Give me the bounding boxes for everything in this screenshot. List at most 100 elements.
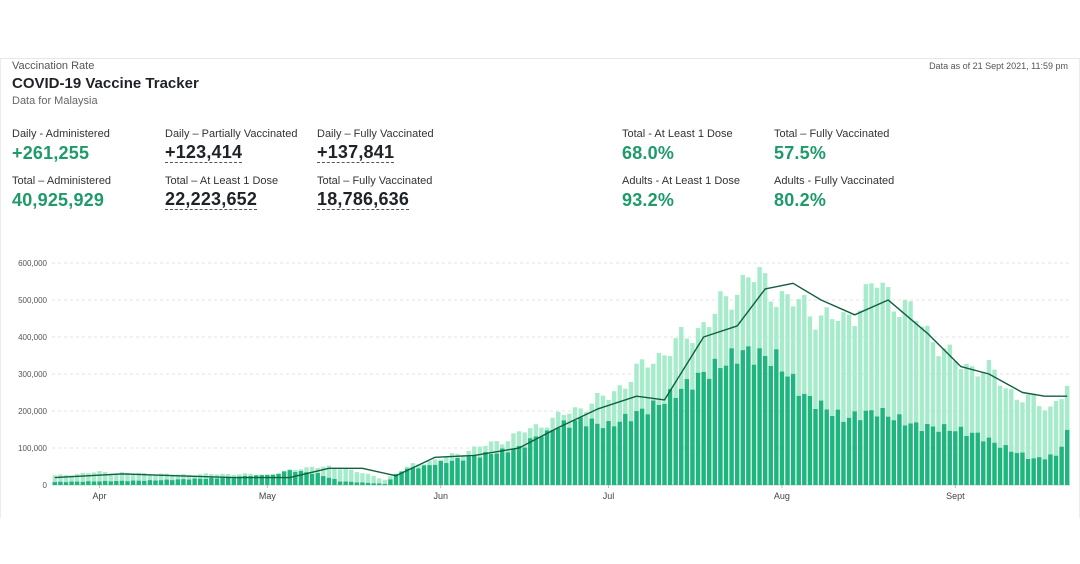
bar-second-dose bbox=[813, 408, 818, 485]
chart-bars[interactable] bbox=[52, 267, 1070, 485]
bar-second-dose bbox=[63, 482, 69, 485]
bar-second-dose bbox=[880, 407, 885, 485]
bar-second-dose bbox=[337, 481, 343, 485]
vaccination-chart[interactable]: 0 100,000 200,000 300,000 400,000 500,000 600,… bbox=[0, 250, 1080, 515]
bar-total-doses bbox=[63, 475, 69, 485]
bar-total-doses bbox=[930, 342, 936, 485]
bar-second-dose bbox=[365, 482, 371, 485]
bar-second-dose bbox=[500, 448, 505, 485]
bar-second-dose bbox=[578, 417, 583, 485]
y-tick-label: 500,000 bbox=[18, 296, 47, 305]
bar-second-dose bbox=[528, 438, 533, 485]
bar-second-dose bbox=[404, 468, 410, 485]
bar-second-dose bbox=[1037, 457, 1042, 485]
bar-total-doses bbox=[852, 326, 857, 485]
bar-second-dose bbox=[992, 442, 997, 485]
bar-total-doses bbox=[371, 475, 376, 485]
bar-second-dose bbox=[259, 475, 264, 485]
bar-total-doses bbox=[119, 472, 125, 485]
bar-second-dose bbox=[858, 420, 863, 485]
x-axis: Apr May Jun Jul Aug Sept bbox=[93, 485, 965, 501]
stat-label: Daily – Fully Vaccinated bbox=[317, 128, 434, 140]
bar-total-doses bbox=[897, 317, 902, 485]
bar-second-dose bbox=[343, 481, 348, 485]
bar-second-dose bbox=[746, 346, 751, 485]
bar-second-dose bbox=[399, 471, 404, 485]
bar-total-doses bbox=[102, 472, 108, 485]
bar-second-dose bbox=[818, 400, 824, 485]
bar-second-dose bbox=[751, 364, 757, 485]
stat-pct-adults-at-least-1: Adults - At Least 1 Dose 93.2% bbox=[622, 175, 740, 211]
bar-second-dose bbox=[488, 454, 494, 485]
bar-total-doses bbox=[936, 356, 941, 485]
stat-total-at-least-1: Total – At Least 1 Dose 22,223,652 bbox=[165, 175, 278, 210]
bar-second-dose bbox=[332, 479, 337, 485]
bar-second-dose bbox=[589, 418, 594, 485]
stat-value-tooltip-trigger[interactable]: 22,223,652 bbox=[165, 189, 258, 210]
bar-second-dose bbox=[192, 478, 197, 485]
y-tick-label: 0 bbox=[43, 481, 48, 490]
bar-total-doses bbox=[975, 376, 980, 485]
bar-total-doses bbox=[349, 469, 354, 485]
bar-second-dose bbox=[354, 482, 360, 485]
bar-total-doses bbox=[147, 474, 153, 485]
stat-value: 40,925,929 bbox=[12, 190, 105, 210]
y-tick-label: 400,000 bbox=[18, 333, 47, 342]
bar-second-dose bbox=[690, 389, 695, 485]
bar-second-dose bbox=[136, 480, 141, 485]
bar-total-doses bbox=[941, 348, 947, 485]
bar-second-dose bbox=[651, 400, 656, 485]
bar-second-dose bbox=[975, 432, 980, 485]
stat-value-tooltip-trigger[interactable]: +137,841 bbox=[317, 142, 395, 163]
bar-second-dose bbox=[237, 476, 242, 485]
bar-second-dose bbox=[170, 480, 175, 485]
bar-second-dose bbox=[623, 413, 628, 485]
bar-second-dose bbox=[483, 452, 488, 485]
top-divider bbox=[0, 58, 1080, 59]
bar-total-doses bbox=[947, 344, 952, 485]
bar-second-dose bbox=[841, 421, 846, 485]
bar-total-doses bbox=[863, 284, 869, 485]
bar-total-doses bbox=[824, 307, 829, 485]
bar-total-doses bbox=[874, 287, 880, 485]
bar-second-dose bbox=[472, 455, 477, 485]
y-tick-label: 200,000 bbox=[18, 407, 47, 416]
bar-second-dose bbox=[701, 371, 706, 485]
bar-second-dose bbox=[203, 478, 209, 485]
bar-second-dose bbox=[58, 481, 63, 485]
bar-second-dose bbox=[846, 417, 852, 485]
bar-total-doses bbox=[1025, 394, 1031, 485]
bar-total-doses bbox=[158, 473, 164, 485]
bar-total-doses bbox=[902, 299, 908, 485]
stat-value-tooltip-trigger[interactable]: +123,414 bbox=[165, 142, 243, 163]
bar-second-dose bbox=[556, 428, 561, 485]
bar-second-dose bbox=[561, 420, 566, 485]
bar-second-dose bbox=[684, 379, 690, 485]
bar-total-doses bbox=[880, 282, 885, 485]
bar-second-dose bbox=[572, 420, 578, 485]
bar-second-dose bbox=[225, 477, 231, 485]
bar-second-dose bbox=[91, 481, 97, 485]
bar-second-dose bbox=[941, 424, 947, 485]
bar-total-doses bbox=[1020, 402, 1025, 485]
bar-second-dose bbox=[790, 373, 796, 485]
bar-second-dose bbox=[97, 481, 102, 485]
bar-total-doses bbox=[360, 473, 365, 485]
bar-second-dose bbox=[181, 479, 186, 485]
stat-value-tooltip-trigger[interactable]: 18,786,636 bbox=[317, 189, 410, 210]
bar-second-dose bbox=[522, 447, 527, 485]
stat-label: Total - At Least 1 Dose bbox=[622, 128, 733, 140]
bar-total-doses bbox=[858, 310, 863, 485]
bar-total-doses bbox=[1003, 388, 1008, 485]
stat-label: Total – Fully Vaccinated bbox=[774, 128, 890, 140]
bar-second-dose bbox=[198, 478, 203, 485]
stat-value: 57.5% bbox=[774, 143, 827, 163]
bar-second-dose bbox=[617, 421, 622, 485]
bar-second-dose bbox=[729, 348, 734, 485]
bar-second-dose bbox=[416, 468, 421, 485]
moving-average-line bbox=[54, 282, 1068, 479]
y-tick-label: 100,000 bbox=[18, 444, 47, 453]
bar-second-dose bbox=[1003, 445, 1008, 485]
bar-total-doses bbox=[986, 359, 992, 485]
y-axis: 0 100,000 200,000 300,000 400,000 500,000 600,… bbox=[18, 259, 47, 490]
